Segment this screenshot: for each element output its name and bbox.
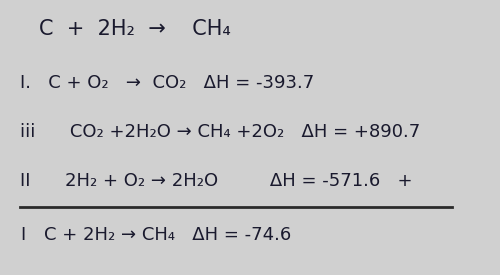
- Text: I.   C + O₂   →  CO₂   ΔH = -393.7: I. C + O₂ → CO₂ ΔH = -393.7: [20, 74, 314, 92]
- Text: C  +  2H₂  →    CH₄: C + 2H₂ → CH₄: [39, 19, 230, 38]
- Text: II      2H₂ + O₂ → 2H₂O         ΔH = -571.6   +: II 2H₂ + O₂ → 2H₂O ΔH = -571.6 +: [20, 172, 412, 190]
- Text: C + 2H₂ → CH₄   ΔH = -74.6: C + 2H₂ → CH₄ ΔH = -74.6: [44, 227, 291, 244]
- Text: I: I: [20, 227, 26, 244]
- Text: iii      CO₂ +2H₂O → CH₄ +2O₂   ΔH = +890.7: iii CO₂ +2H₂O → CH₄ +2O₂ ΔH = +890.7: [20, 123, 420, 141]
